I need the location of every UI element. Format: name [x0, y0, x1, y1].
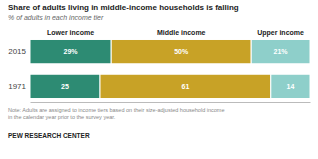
note: Note: Adults are assigned to income tier…: [8, 107, 224, 120]
source: PEW RESEARCH CENTER: [8, 132, 90, 139]
y-tick: 1971: [8, 82, 30, 91]
note-line: in the calendar year prior to the survey…: [8, 114, 116, 120]
data-label: 14: [287, 83, 295, 90]
data-label: 61: [182, 83, 190, 90]
data-label: 29%: [64, 48, 79, 55]
bar-segment: [271, 74, 310, 98]
legend: Lower income Middle income Upper income: [47, 29, 304, 37]
bar-segment: [30, 39, 111, 63]
legend-entry: Lower income: [47, 29, 94, 36]
y-tick-label: 2015: [8, 47, 26, 56]
x-axis: [31, 102, 311, 103]
y-tick-label: 1971: [8, 82, 26, 91]
data-label: 50%: [174, 48, 189, 55]
bar-segment: [251, 39, 310, 63]
data-labels: 29% 25 50% 61 21% 14: [61, 48, 294, 90]
note-line: Note: Adults are assigned to income tier…: [8, 107, 224, 113]
y-tick: 2015: [8, 47, 30, 56]
data-label: 25: [61, 83, 69, 90]
x-axis-line: [31, 102, 311, 103]
subtitle: % of adults in each income tier: [8, 14, 104, 21]
legend-entry: Upper income: [257, 29, 304, 37]
bar-segment: [30, 74, 100, 98]
title: Share of adults living in middle-income …: [8, 3, 239, 12]
bar-segment: [100, 74, 271, 98]
legend-entry: Middle income: [157, 29, 206, 36]
bars: [30, 39, 310, 98]
bar-segment: [111, 39, 251, 63]
y-axis: 2015 1971: [8, 47, 30, 91]
data-label: 21%: [274, 48, 289, 55]
chart: Share of adults living in middle-income …: [0, 0, 318, 159]
